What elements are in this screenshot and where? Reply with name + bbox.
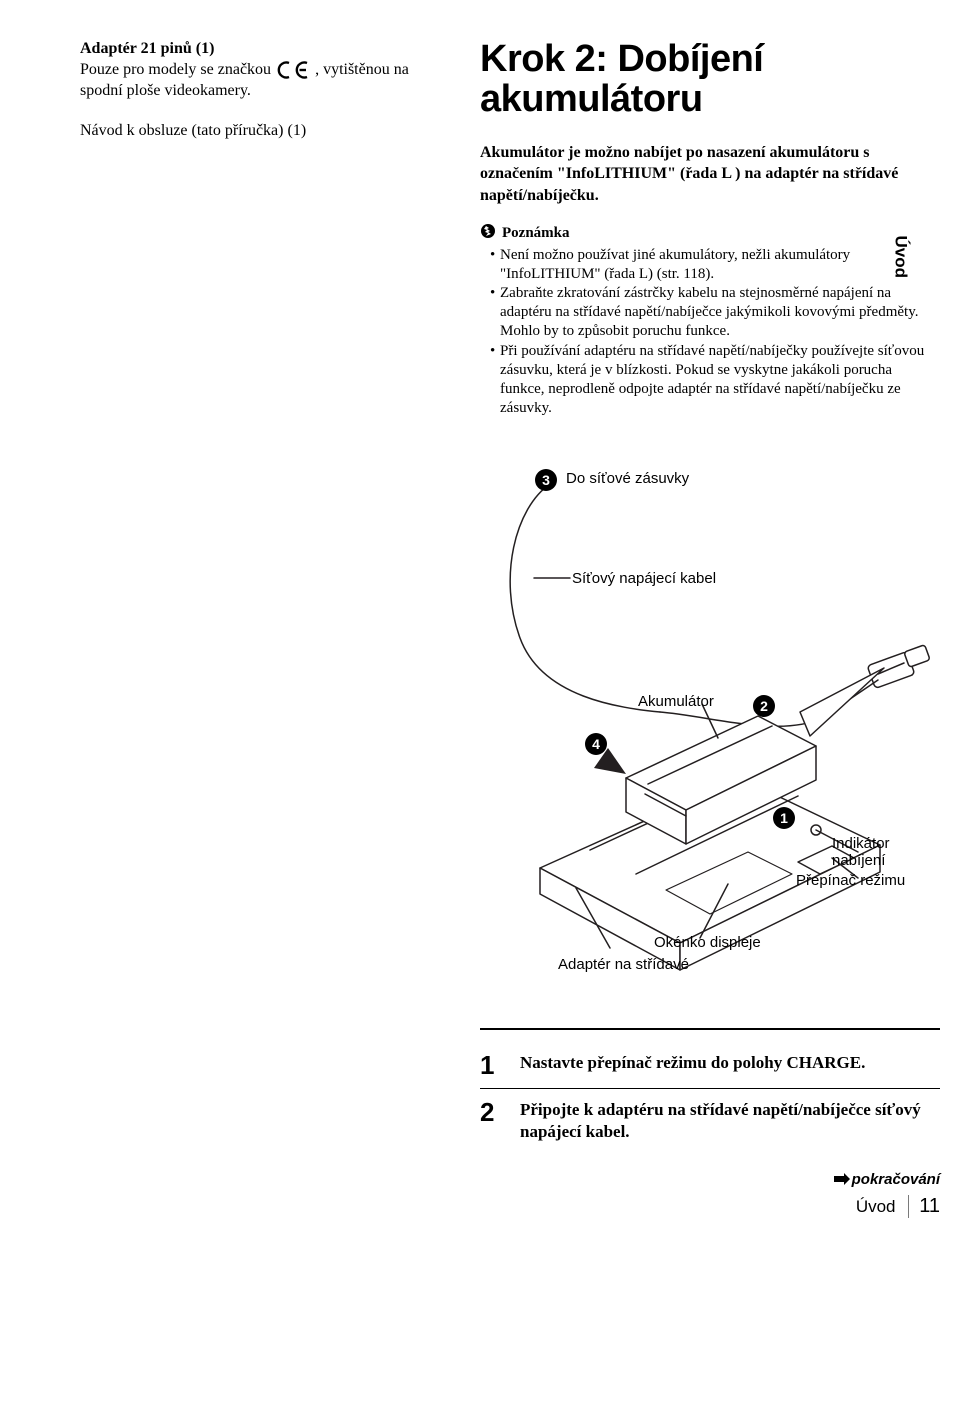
svg-text:4: 4 <box>592 736 600 752</box>
diagram-label-adapter: Adaptér na střídavé <box>558 956 689 973</box>
page-footer: Úvod 11 <box>480 1195 940 1218</box>
footer-section: Úvod <box>856 1197 896 1216</box>
notes-list: Není možno používat jiné akumulátory, ne… <box>480 246 940 419</box>
note-icon <box>480 223 496 244</box>
step-number: 1 <box>480 1052 508 1078</box>
accessory-sub-pre: Pouze pro modely se značkou <box>80 61 275 78</box>
diagram-label-power-cord: Síťový napájecí kabel <box>572 570 716 587</box>
steps-block: 1 Nastavte přepínač režimu do polohy CHA… <box>480 1028 940 1143</box>
diagram-label-mode-switch: Přepínač režimu <box>796 872 905 889</box>
manual-line: Návod k obsluze (tato příručka) (1) <box>80 122 440 140</box>
side-tab: Úvod <box>890 236 910 279</box>
step-text: Připojte k adaptéru na střídavé napětí/n… <box>520 1099 940 1143</box>
note-item: Při používání adaptéru na střídavé napět… <box>490 342 940 419</box>
accessory-subtitle: Pouze pro modely se značkou , vytištěnou… <box>80 60 440 102</box>
diagram-label-outlet: Do síťové zásuvky <box>566 470 689 487</box>
charger-diagram: 3 2 4 1 Do síťové zásuvky Síťový napájec… <box>480 448 940 1008</box>
note-label: Poznámka <box>502 225 570 242</box>
svg-text:1: 1 <box>780 810 788 826</box>
diagram-label-battery: Akumulátor <box>638 693 714 710</box>
ce-mark-icon <box>275 61 315 78</box>
page-number: 11 <box>908 1195 940 1218</box>
accessory-title: Adaptér 21 pinů (1) <box>80 40 440 58</box>
diagram-label-display: Okénko displeje <box>654 934 761 951</box>
step-number: 2 <box>480 1099 508 1143</box>
note-item: Není možno používat jiné akumulátory, ne… <box>490 246 940 284</box>
step-heading: Krok 2: Dobíjení akumulátoru <box>480 40 940 120</box>
arrow-right-icon <box>834 1172 850 1189</box>
svg-text:3: 3 <box>542 472 550 488</box>
intro-paragraph: Akumulátor je možno nabíjet po nasazení … <box>480 142 940 207</box>
continuation: pokračování <box>480 1171 940 1189</box>
step-text: Nastavte přepínač režimu do polohy CHARG… <box>520 1052 865 1078</box>
svg-text:2: 2 <box>760 698 768 714</box>
note-item: Zabraňte zkratování zástrčky kabelu na s… <box>490 284 940 342</box>
diagram-label-charge-ind: Indikátor nabíjení <box>832 836 890 869</box>
